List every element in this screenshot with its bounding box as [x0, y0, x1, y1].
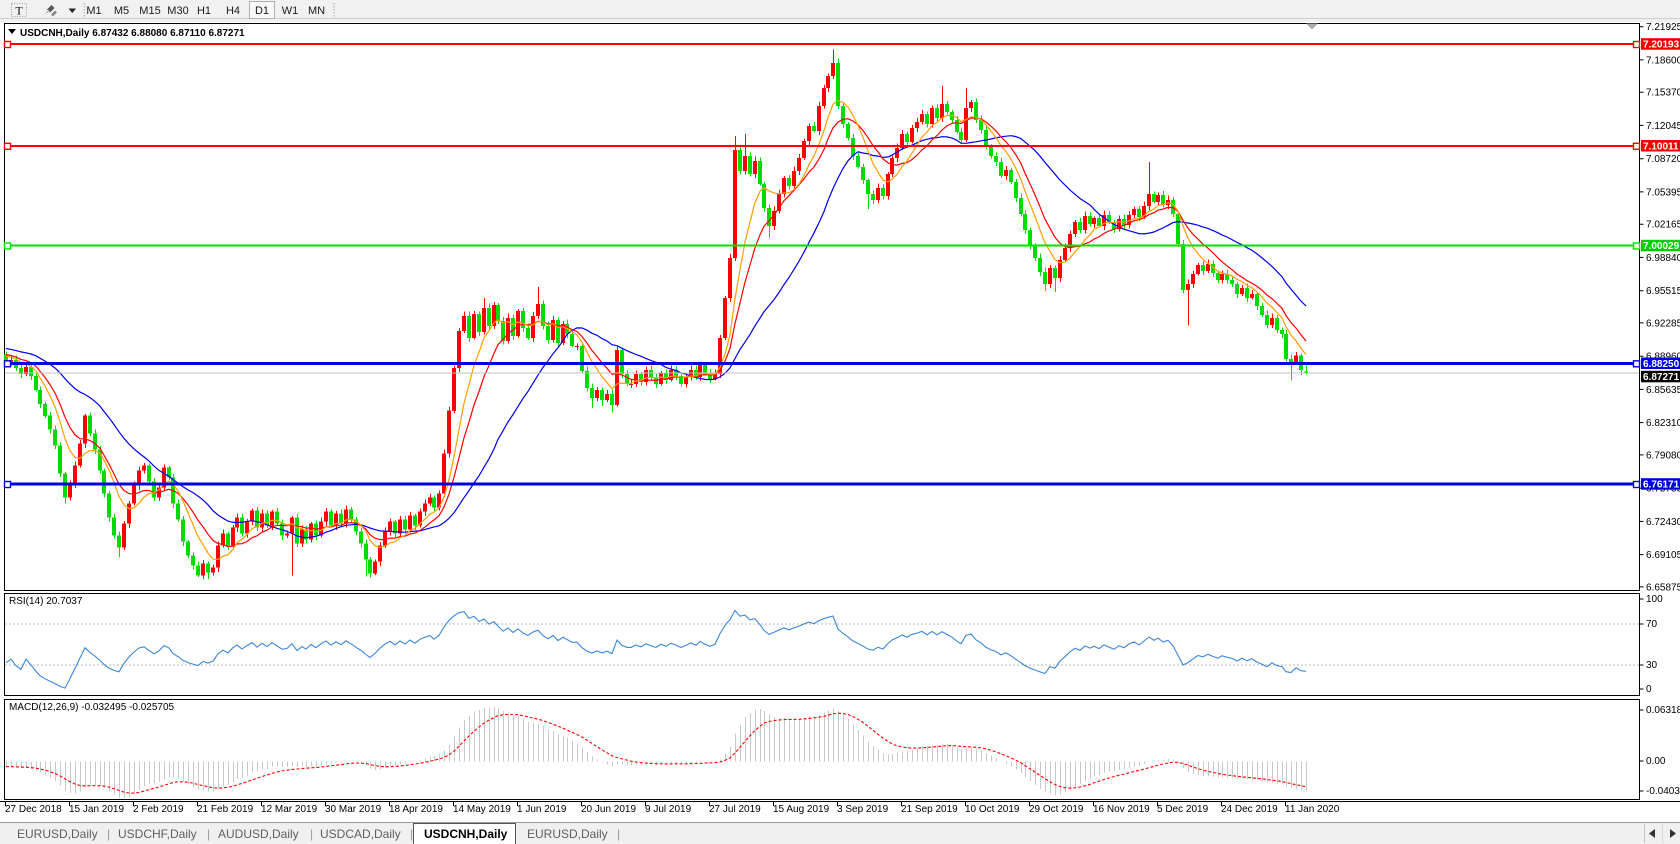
- svg-text:21 Sep 2019: 21 Sep 2019: [901, 804, 958, 815]
- svg-text:16 Nov 2019: 16 Nov 2019: [1093, 804, 1150, 815]
- svg-text:6.79080: 6.79080: [1646, 450, 1680, 461]
- svg-text:9 Jul 2019: 9 Jul 2019: [645, 804, 692, 815]
- svg-text:|: |: [107, 827, 110, 841]
- svg-text:7.02165: 7.02165: [1646, 220, 1680, 231]
- svg-text:6.85635: 6.85635: [1646, 385, 1680, 396]
- svg-text:100: 100: [1646, 594, 1663, 605]
- svg-text:6.88250: 6.88250: [1643, 359, 1680, 370]
- svg-text:6.87271: 6.87271: [1643, 372, 1680, 383]
- svg-text:20 Jun 2019: 20 Jun 2019: [581, 804, 636, 815]
- svg-text:7.18600: 7.18600: [1646, 55, 1680, 66]
- svg-text:D1: D1: [255, 5, 269, 17]
- svg-text:18 Apr 2019: 18 Apr 2019: [389, 804, 443, 815]
- svg-text:6.95515: 6.95515: [1646, 286, 1680, 297]
- svg-text:W1: W1: [282, 5, 299, 17]
- svg-text:0: 0: [1646, 684, 1652, 695]
- svg-text:7.15370: 7.15370: [1646, 88, 1680, 99]
- svg-text:21 Feb 2019: 21 Feb 2019: [197, 804, 254, 815]
- svg-text:EURUSD,Daily: EURUSD,Daily: [17, 827, 98, 841]
- svg-text:70: 70: [1646, 619, 1658, 630]
- svg-text:7.05395: 7.05395: [1646, 187, 1680, 198]
- svg-text:H1: H1: [197, 5, 211, 17]
- svg-text:USDCNH,Daily: USDCNH,Daily: [424, 827, 508, 841]
- svg-text:24 Dec 2019: 24 Dec 2019: [1221, 804, 1278, 815]
- svg-text:MN: MN: [308, 5, 325, 17]
- svg-text:30 Mar 2019: 30 Mar 2019: [325, 804, 382, 815]
- svg-text:|: |: [617, 827, 620, 841]
- svg-text:7.10011: 7.10011: [1643, 141, 1679, 152]
- svg-text:6.72430: 6.72430: [1646, 517, 1680, 528]
- svg-text:M5: M5: [114, 5, 129, 17]
- svg-text:M1: M1: [86, 5, 101, 17]
- svg-text:15 Jan 2019: 15 Jan 2019: [69, 804, 124, 815]
- svg-text:EURUSD,Daily: EURUSD,Daily: [527, 827, 608, 841]
- svg-text:7.20193: 7.20193: [1643, 40, 1680, 51]
- svg-text:6.92285: 6.92285: [1646, 318, 1680, 329]
- svg-text:M15: M15: [139, 5, 160, 17]
- svg-text:USDCHF,Daily: USDCHF,Daily: [118, 827, 197, 841]
- svg-text:7.21925: 7.21925: [1646, 22, 1680, 33]
- svg-text:7.12045: 7.12045: [1646, 121, 1680, 132]
- svg-text:11 Jan 2020: 11 Jan 2020: [1285, 804, 1340, 815]
- svg-text:MACD(12,26,9) -0.032495 -0.025: MACD(12,26,9) -0.032495 -0.025705: [9, 702, 175, 713]
- svg-text:USDCNH,Daily 6.87432 6.88080: USDCNH,Daily 6.87432 6.88080 6.87110 6.8…: [20, 28, 245, 39]
- svg-text:27 Jul 2019: 27 Jul 2019: [709, 804, 761, 815]
- svg-text:15 Aug 2019: 15 Aug 2019: [773, 804, 830, 815]
- svg-text:0.063184: 0.063184: [1646, 705, 1680, 716]
- svg-text:6.69105: 6.69105: [1646, 550, 1680, 561]
- svg-text:7.08720: 7.08720: [1646, 154, 1680, 165]
- svg-text:M30: M30: [167, 5, 188, 17]
- svg-text:-0.04035: -0.04035: [1646, 786, 1680, 797]
- svg-text:29 Oct 2019: 29 Oct 2019: [1029, 804, 1084, 815]
- svg-text:30: 30: [1646, 660, 1658, 671]
- svg-text:5 Dec 2019: 5 Dec 2019: [1157, 804, 1209, 815]
- svg-text:12 Mar 2019: 12 Mar 2019: [261, 804, 318, 815]
- svg-text:2 Feb 2019: 2 Feb 2019: [133, 804, 184, 815]
- svg-text:H4: H4: [226, 5, 240, 17]
- svg-text:|: |: [207, 827, 210, 841]
- svg-text:0.00: 0.00: [1646, 756, 1666, 767]
- svg-text:6.98840: 6.98840: [1646, 253, 1680, 264]
- svg-text:7.00029: 7.00029: [1643, 241, 1680, 252]
- svg-text:27 Dec 2018: 27 Dec 2018: [5, 804, 62, 815]
- svg-text:6.76171: 6.76171: [1643, 480, 1680, 491]
- svg-text:14 May 2019: 14 May 2019: [453, 804, 511, 815]
- svg-text:3 Sep 2019: 3 Sep 2019: [837, 804, 889, 815]
- svg-text:T: T: [15, 4, 23, 18]
- svg-text:6.88960: 6.88960: [1646, 352, 1680, 363]
- svg-text:10 Oct 2019: 10 Oct 2019: [965, 804, 1020, 815]
- svg-text:6.65875: 6.65875: [1646, 582, 1680, 593]
- svg-text:RSI(14) 20.7037: RSI(14) 20.7037: [9, 596, 83, 607]
- svg-text:AUDUSD,Daily: AUDUSD,Daily: [218, 827, 299, 841]
- svg-text:|: |: [310, 827, 313, 841]
- svg-text:1 Jun 2019: 1 Jun 2019: [517, 804, 567, 815]
- svg-text:6.82310: 6.82310: [1646, 418, 1680, 429]
- svg-text:USDCAD,Daily: USDCAD,Daily: [320, 827, 401, 841]
- svg-text:|: |: [410, 827, 413, 841]
